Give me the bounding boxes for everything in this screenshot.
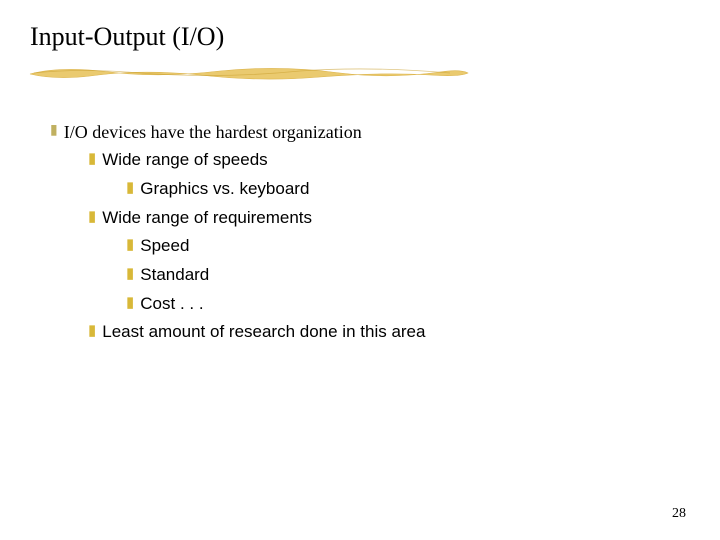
bullet-marker-icon: ▮ <box>88 206 96 227</box>
bullet-marker-icon: ▮ <box>126 292 134 313</box>
bullet-marker-icon: ▮ <box>88 148 96 169</box>
slide-container: Input-Output (I/O) ▮ I/O devices have th… <box>0 0 720 540</box>
bullet-lvl3: ▮ Cost . . . <box>126 292 690 317</box>
bullet-text: Graphics vs. keyboard <box>140 177 309 202</box>
bullet-lvl3: ▮ Graphics vs. keyboard <box>126 177 690 202</box>
bullet-marker-icon: ▮ <box>88 320 96 341</box>
bullet-marker-icon: ▮ <box>126 177 134 198</box>
content-block: ▮ I/O devices have the hardest organizat… <box>30 120 690 345</box>
bullet-text: Wide range of requirements <box>102 206 312 231</box>
bullet-lvl2: ▮ Wide range of speeds <box>88 148 690 173</box>
bullet-marker-icon: ▮ <box>126 234 134 255</box>
title-underline <box>20 60 690 86</box>
bullet-lvl1: ▮ I/O devices have the hardest organizat… <box>50 120 690 144</box>
bullet-lvl3: ▮ Speed <box>126 234 690 259</box>
bullet-text: Least amount of research done in this ar… <box>102 320 425 345</box>
bullet-text: Speed <box>140 234 189 259</box>
bullet-lvl3: ▮ Standard <box>126 263 690 288</box>
bullet-text: I/O devices have the hardest organizatio… <box>64 120 362 144</box>
page-number: 28 <box>672 506 686 522</box>
slide-title: Input-Output (I/O) <box>30 22 690 52</box>
bullet-lvl2: ▮ Wide range of requirements <box>88 206 690 231</box>
bullet-marker-icon: ▮ <box>50 120 58 140</box>
bullet-text: Wide range of speeds <box>102 148 267 173</box>
bullet-text: Cost . . . <box>140 292 203 317</box>
bullet-text: Standard <box>140 263 209 288</box>
bullet-marker-icon: ▮ <box>126 263 134 284</box>
bullet-lvl2: ▮ Least amount of research done in this … <box>88 320 690 345</box>
